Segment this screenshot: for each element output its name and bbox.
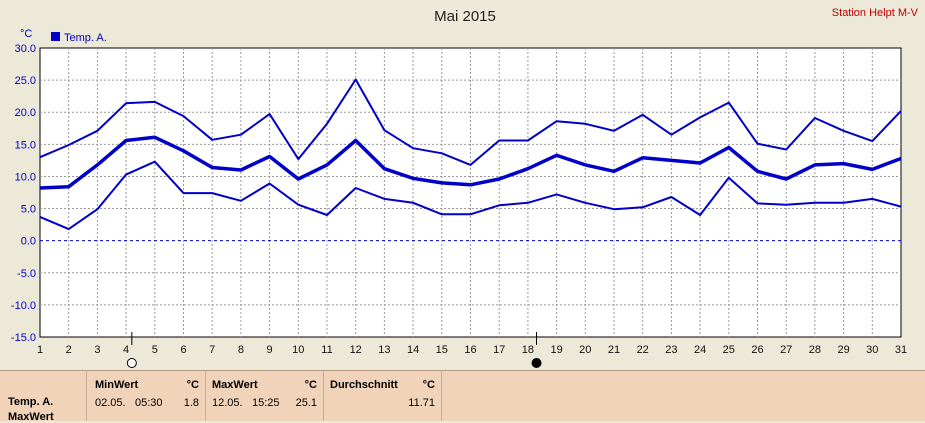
y-axis-ticks: 30.0 25.0 20.0 15.0 10.0 5.0 0.0 -5.0 -10.0 -15.0 [11,43,36,344]
legend-swatch [51,32,60,41]
y-tick-label: -10.0 [11,300,36,312]
series-line-min [39,160,902,231]
x-tick-label: 27 [780,344,792,356]
x-tick-label: 15 [436,344,448,356]
max-value: 25.1 [295,397,317,409]
y-axis-unit: °C [20,28,32,40]
y-tick-label: 25.0 [15,75,36,87]
x-tick-label: 12 [350,344,362,356]
x-tick-label: 11 [321,344,332,356]
min-header: MinWert [95,379,139,391]
x-tick-label: 22 [637,344,649,356]
series-lines [39,78,902,231]
x-tick-label: 9 [267,344,273,356]
moon-phase-markers [126,332,542,368]
x-tick-label: 4 [123,344,129,356]
x-tick-label: 6 [180,344,186,356]
x-tick-label: 23 [665,344,677,356]
avg-value: 11.71 [408,397,435,409]
new-moon-icon [531,358,542,368]
x-tick-label: 18 [522,344,534,356]
y-tick-label: 0.0 [21,236,36,248]
stats-avg-column: Durchschnitt °C 11.71 [324,371,442,421]
min-time: 05:30 [135,397,163,409]
x-tick-label: 16 [464,344,476,356]
x-tick-label: 28 [809,344,821,356]
x-tick-label: 21 [608,344,620,356]
y-tick-label: -5.0 [17,268,36,280]
x-tick-label: 25 [723,344,735,356]
y-tick-label: 20.0 [15,107,36,119]
chart-title: Mai 2015 [434,8,496,25]
station-label: Station Helpt M-V [832,7,919,19]
x-tick-label: 30 [866,344,878,356]
min-date: 02.05. [95,397,126,409]
x-tick-label: 31 [895,344,907,356]
full-moon-icon [126,358,137,368]
stats-row-label-maxwert: MaxWert [8,411,54,423]
x-tick-label: 26 [751,344,763,356]
x-tick-label: 1 [37,344,43,356]
x-tick-label: 17 [493,344,505,356]
max-unit: °C [304,379,317,391]
temperature-chart: Mai 2015 Station Helpt M-V °C Temp. A. 3… [11,7,919,368]
x-tick-label: 3 [94,344,100,356]
legend-label: Temp. A. [64,32,107,44]
max-date: 12.05. [212,397,243,409]
x-tick-label: 7 [209,344,215,356]
statistics-panel: Temp. A. MaxWert MinWert °C 02.05. 05:30… [0,370,925,423]
x-tick-label: 14 [407,344,419,356]
y-tick-label: 15.0 [15,139,36,151]
stats-min-column: MinWert °C 02.05. 05:30 1.8 [86,371,206,421]
y-tick-label: 10.0 [15,171,36,183]
avg-header: Durchschnitt [330,379,398,391]
y-tick-label: -15.0 [11,332,36,344]
x-tick-label: 24 [694,344,706,356]
stats-row-label: Temp. A. [8,396,54,408]
y-tick-label: 30.0 [15,43,36,55]
x-tick-label: 2 [66,344,72,356]
x-tick-label: 19 [550,344,562,356]
x-axis-ticks: 1 2 3 4 5 6 7 8 9 10 11 12 13 14 15 16 17 18 19 20 21 22 23 24 2… [37,344,907,356]
x-tick-label: 20 [579,344,591,356]
max-time: 15:25 [252,397,280,409]
series-line-avg [39,135,902,190]
min-unit: °C [186,379,199,391]
avg-unit: °C [422,379,435,391]
x-tick-label: 29 [837,344,849,356]
x-tick-label: 5 [152,344,158,356]
grid-lines [40,48,901,337]
x-tick-label: 8 [238,344,244,356]
max-header: MaxWert [212,379,258,391]
stats-max-column: MaxWert °C 12.05. 15:25 25.1 [205,371,324,421]
x-tick-label: 10 [292,344,304,356]
x-tick-label: 13 [378,344,390,356]
y-tick-label: 5.0 [21,204,36,216]
min-value: 1.8 [183,397,199,409]
series-line-max [39,78,902,166]
